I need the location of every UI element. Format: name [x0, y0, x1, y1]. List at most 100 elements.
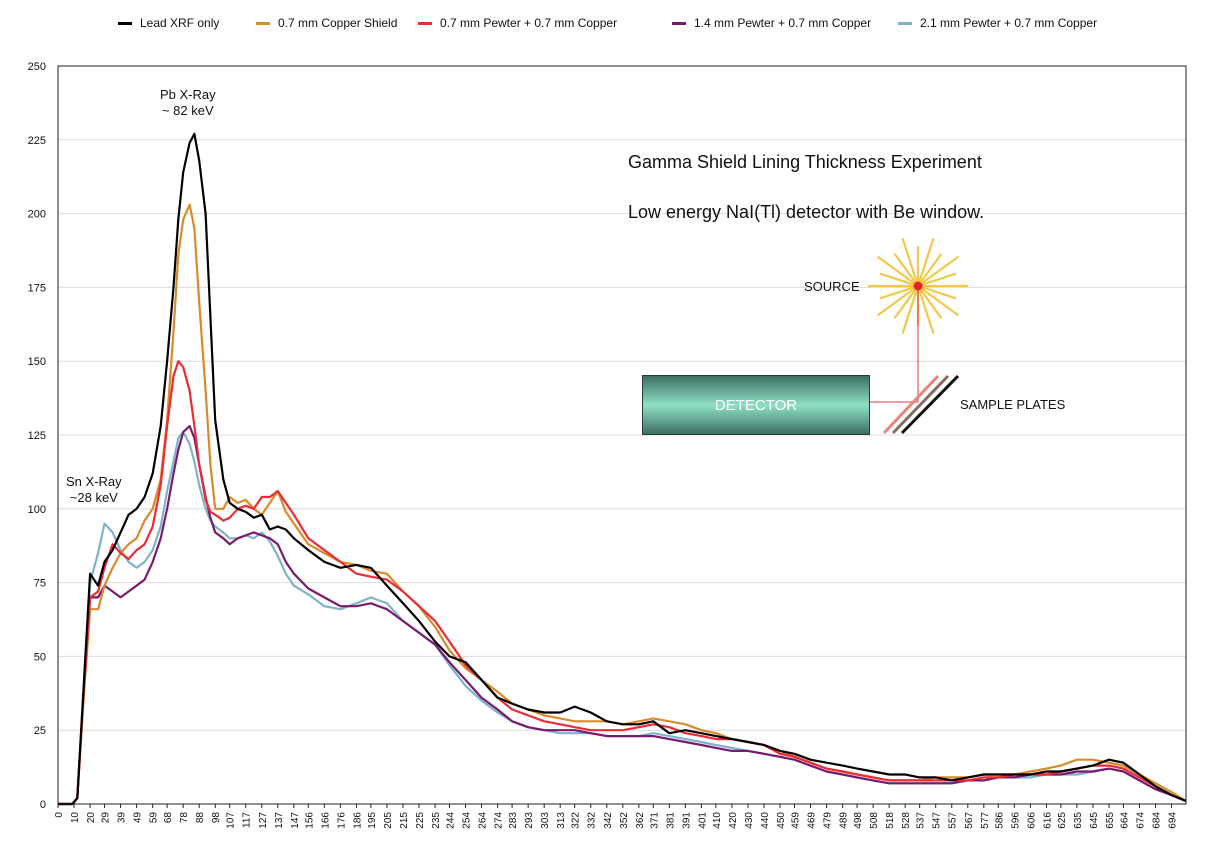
starburst-ray — [917, 285, 943, 320]
annotation-pb-line1: Pb X-Ray — [160, 87, 216, 102]
x-tick-label: 166 — [320, 812, 331, 829]
x-tick-label: 49 — [133, 812, 144, 824]
y-tick-label: 150 — [28, 356, 46, 368]
y-tick-label: 50 — [34, 651, 46, 663]
y-tick-label: 25 — [34, 725, 46, 737]
x-tick-label: 616 — [1042, 812, 1053, 829]
y-tick-label: 200 — [28, 209, 46, 221]
legend-label: 2.1 mm Pewter + 0.7 mm Copper — [920, 16, 1098, 30]
annotation-sn-xray: Sn X-Ray ~28 keV — [66, 474, 122, 506]
y-tick-label: 75 — [34, 578, 46, 590]
x-tick-label: 625 — [1057, 812, 1068, 829]
annotation-pb-line2: ~ 82 keV — [161, 103, 214, 118]
x-tick-label: 283 — [508, 812, 519, 829]
x-tick-label: 322 — [571, 812, 582, 829]
y-tick-label: 125 — [28, 430, 46, 442]
x-tick-label: 645 — [1089, 812, 1100, 829]
legend-swatch — [672, 21, 686, 25]
x-tick-label: 20 — [86, 812, 97, 824]
x-tick-label: 352 — [619, 812, 630, 829]
chart-subtitle: Low energy NaI(Tl) detector with Be wind… — [628, 202, 985, 222]
x-tick-label: 498 — [853, 812, 864, 829]
y-tick-label: 175 — [28, 282, 46, 294]
source-diagram — [868, 238, 968, 435]
legend-label: Lead XRF only — [140, 16, 220, 30]
x-tick-label: 635 — [1073, 812, 1084, 829]
starburst-ray — [917, 284, 957, 300]
starburst-ray — [917, 285, 960, 317]
y-tick-label: 0 — [40, 799, 46, 811]
legend-item-4: 2.1 mm Pewter + 0.7 mm Copper — [898, 16, 1097, 30]
x-tick-label: 68 — [163, 812, 174, 824]
x-tick-label: 518 — [885, 812, 896, 829]
starburst-ray — [901, 285, 920, 334]
x-tick-label: 430 — [744, 812, 755, 829]
sample-plate-2 — [891, 374, 950, 435]
x-tick-label: 567 — [964, 812, 975, 829]
grid-lines — [58, 139, 1186, 731]
x-tick-label: 440 — [760, 812, 771, 829]
starburst-ray — [916, 238, 935, 287]
x-tick-label: 655 — [1105, 812, 1116, 829]
legend-label: 0.7 mm Copper Shield — [278, 16, 398, 30]
x-tick-label: 127 — [258, 812, 269, 829]
chart-legend: Lead XRF only 0.7 mm Copper Shield 0.7 mm … — [0, 16, 1232, 36]
plot-frame — [57, 65, 1187, 805]
x-tick-label: 401 — [697, 812, 708, 829]
x-tick-label: 332 — [587, 812, 598, 829]
x-tick-label: 479 — [823, 812, 834, 829]
annotation-sn-line1: Sn X-Ray — [66, 474, 122, 489]
legend-label: 0.7 mm Pewter + 0.7 mm Copper — [440, 16, 618, 30]
starburst-ray — [917, 252, 943, 287]
x-tick-label: 596 — [1010, 812, 1021, 829]
x-tick-label: 137 — [274, 812, 285, 829]
starburst-ray — [917, 272, 957, 288]
legend-item-3: 1.4 mm Pewter + 0.7 mm Copper — [672, 16, 871, 30]
legend-swatch — [118, 21, 132, 25]
series-line-4 — [58, 430, 1187, 806]
x-tick-label: 528 — [901, 812, 912, 829]
x-tick-label: 244 — [446, 812, 457, 829]
x-tick-label: 195 — [367, 812, 378, 829]
x-tick-label: 29 — [101, 812, 112, 824]
starburst-ray — [917, 255, 960, 287]
x-tick-label: 684 — [1152, 812, 1163, 829]
x-tick-label: 547 — [932, 812, 943, 829]
series-line-1 — [58, 203, 1187, 806]
x-axis-ticks: 0 10 20 29 39 49 59 68 78 88 98 107 117 127 137 147 156 1… — [54, 804, 1179, 829]
source-point — [913, 281, 923, 291]
x-tick-label: 176 — [336, 812, 347, 829]
series-line-3 — [58, 425, 1187, 806]
x-tick-label: 362 — [635, 812, 646, 829]
annotation-sn-line2: ~28 keV — [69, 490, 118, 505]
x-tick-label: 225 — [415, 812, 426, 829]
x-tick-label: 186 — [352, 812, 363, 829]
starburst-ray — [893, 252, 919, 287]
x-tick-label: 205 — [383, 812, 394, 829]
x-tick-label: 98 — [211, 812, 222, 824]
x-tick-label: 489 — [839, 812, 850, 829]
x-tick-label: 88 — [195, 812, 206, 824]
y-tick-label: 250 — [28, 61, 46, 73]
x-tick-label: 235 — [431, 812, 442, 829]
x-tick-label: 303 — [540, 812, 551, 829]
x-tick-label: 537 — [916, 812, 927, 829]
x-tick-label: 156 — [304, 812, 315, 829]
x-tick-label: 694 — [1168, 812, 1179, 829]
x-tick-label: 264 — [478, 812, 489, 829]
x-tick-label: 459 — [790, 812, 801, 829]
x-tick-label: 586 — [994, 812, 1005, 829]
detector-label: DETECTOR — [714, 396, 798, 414]
source-label: SOURCE — [804, 279, 860, 294]
starburst-ray — [879, 284, 919, 300]
x-tick-label: 450 — [776, 812, 787, 829]
x-tick-label: 391 — [681, 812, 692, 829]
series-line-0 — [58, 132, 1187, 806]
series-layer — [58, 132, 1187, 806]
x-tick-label: 606 — [1026, 812, 1037, 829]
x-tick-label: 410 — [712, 812, 723, 829]
x-tick-label: 469 — [807, 812, 818, 829]
legend-label: 1.4 mm Pewter + 0.7 mm Copper — [694, 16, 872, 30]
x-tick-label: 39 — [117, 812, 128, 824]
